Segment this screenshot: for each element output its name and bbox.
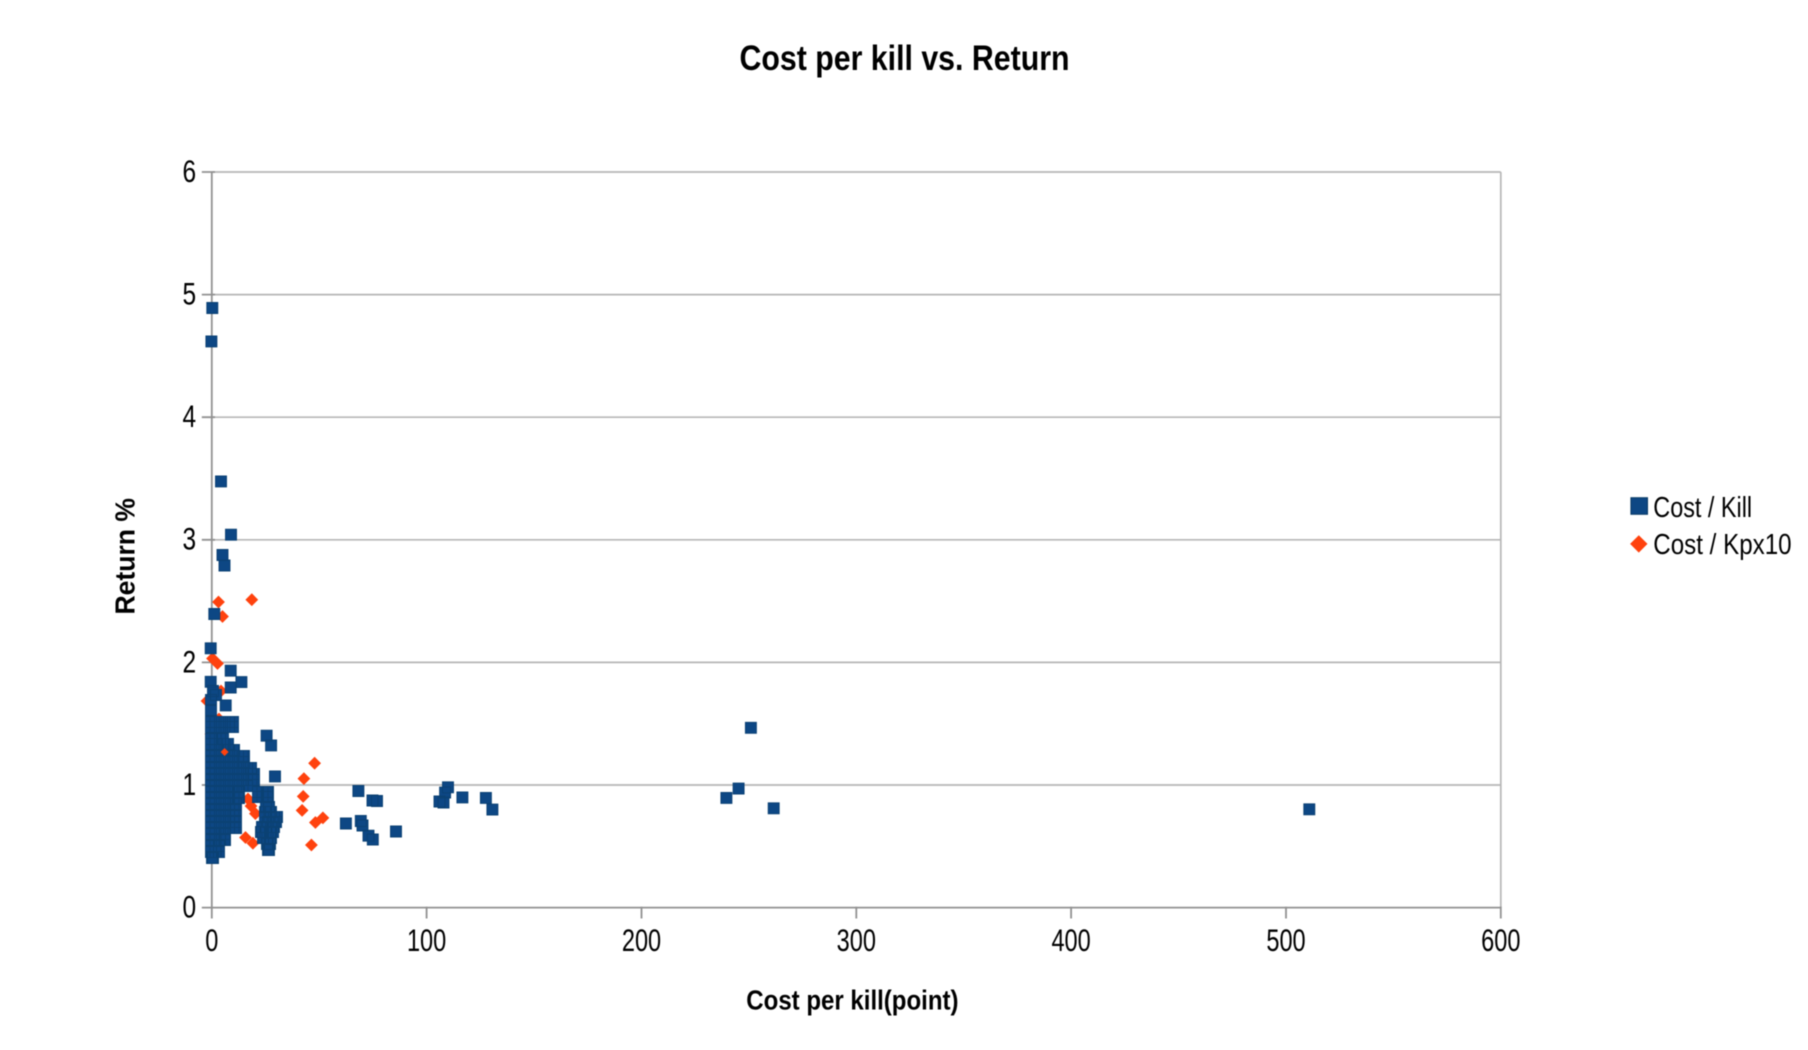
svg-text:Return %: Return % (109, 498, 141, 615)
svg-text:6: 6 (183, 153, 197, 189)
svg-text:4: 4 (183, 398, 197, 434)
svg-text:500: 500 (1266, 922, 1305, 958)
svg-text:0: 0 (183, 889, 197, 925)
svg-text:400: 400 (1051, 922, 1090, 958)
svg-text:1: 1 (183, 766, 197, 802)
svg-text:2: 2 (183, 643, 197, 679)
svg-text:Cost / Kpx10: Cost / Kpx10 (1653, 529, 1791, 561)
svg-text:Cost / Kill: Cost / Kill (1653, 492, 1752, 524)
svg-text:5: 5 (183, 276, 197, 312)
svg-text:0: 0 (205, 922, 218, 958)
svg-text:Cost per kill(point): Cost per kill(point) (746, 984, 958, 1016)
svg-text:Cost per kill vs. Return: Cost per kill vs. Return (740, 38, 1070, 78)
svg-text:3: 3 (183, 521, 197, 557)
svg-text:300: 300 (837, 922, 876, 958)
svg-text:600: 600 (1481, 922, 1520, 958)
svg-text:100: 100 (407, 922, 446, 958)
svg-text:200: 200 (622, 922, 661, 958)
